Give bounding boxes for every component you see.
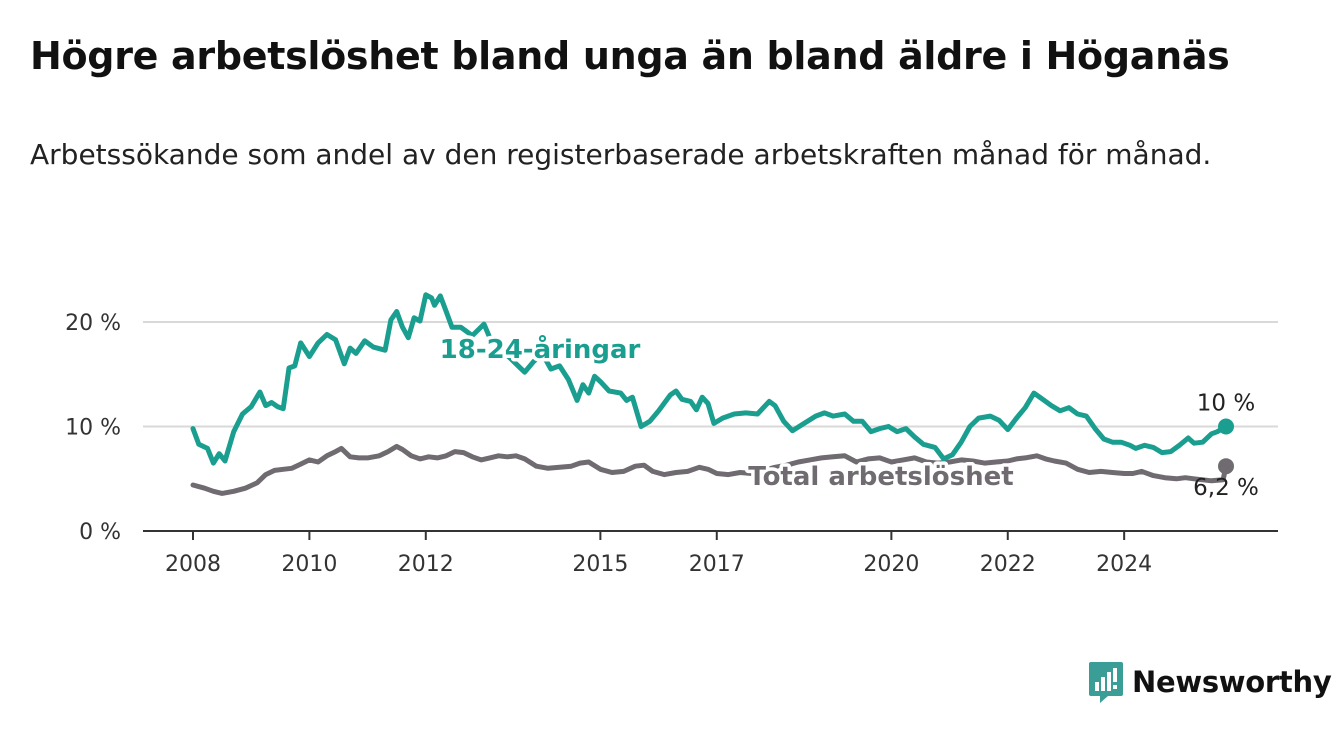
end-label-total: 6,2 %: [1193, 475, 1259, 501]
x-tick-label: 2015: [572, 552, 628, 577]
series-labels: 18-24-åringar Total arbetslöshet 10 % 6,2 %: [436, 330, 1259, 502]
x-tick-label: 2022: [980, 552, 1036, 577]
y-axis-ticks: 0 % 10 % 20 %: [65, 311, 121, 545]
y-tick-label: 20 %: [65, 311, 121, 336]
series-label-total: Total arbetslöshet: [748, 462, 1013, 492]
chart-subtitle: Arbetssökande som andel av den registerb…: [30, 138, 1212, 171]
x-tick-label: 2020: [863, 552, 919, 577]
series-line-young: [190, 292, 1229, 466]
y-tick-label: 0 %: [79, 520, 121, 545]
x-axis: 2008 2010 2012 2015 2017 2020 2022 2024: [143, 530, 1278, 577]
y-tick-label: 10 %: [65, 416, 121, 441]
series-label-young: 18-24-åringar: [440, 333, 641, 365]
end-point-young: [1218, 418, 1234, 435]
newsworthy-logo: Newsworthy: [1088, 660, 1332, 704]
x-tick-label: 2008: [165, 552, 221, 577]
x-tick-label: 2012: [398, 552, 454, 577]
chart-title: Högre arbetslöshet bland unga än bland ä…: [30, 34, 1230, 78]
grid-lines: [143, 321, 1278, 428]
newsworthy-logo-icon: [1089, 662, 1123, 703]
x-tick-label: 2010: [281, 552, 337, 577]
x-tick-label: 2024: [1096, 552, 1152, 577]
x-tick-label: 2017: [689, 552, 745, 577]
end-point-total: [1218, 458, 1234, 475]
series-line-total: [190, 443, 1229, 496]
line-chart: 0 % 10 % 20 % 2008 2010 2012 2015 2017 2020 2022…: [65, 292, 1278, 577]
series-lines: [190, 292, 1234, 496]
newsworthy-logo-text: Newsworthy: [1132, 665, 1332, 699]
end-label-young: 10 %: [1197, 391, 1255, 417]
